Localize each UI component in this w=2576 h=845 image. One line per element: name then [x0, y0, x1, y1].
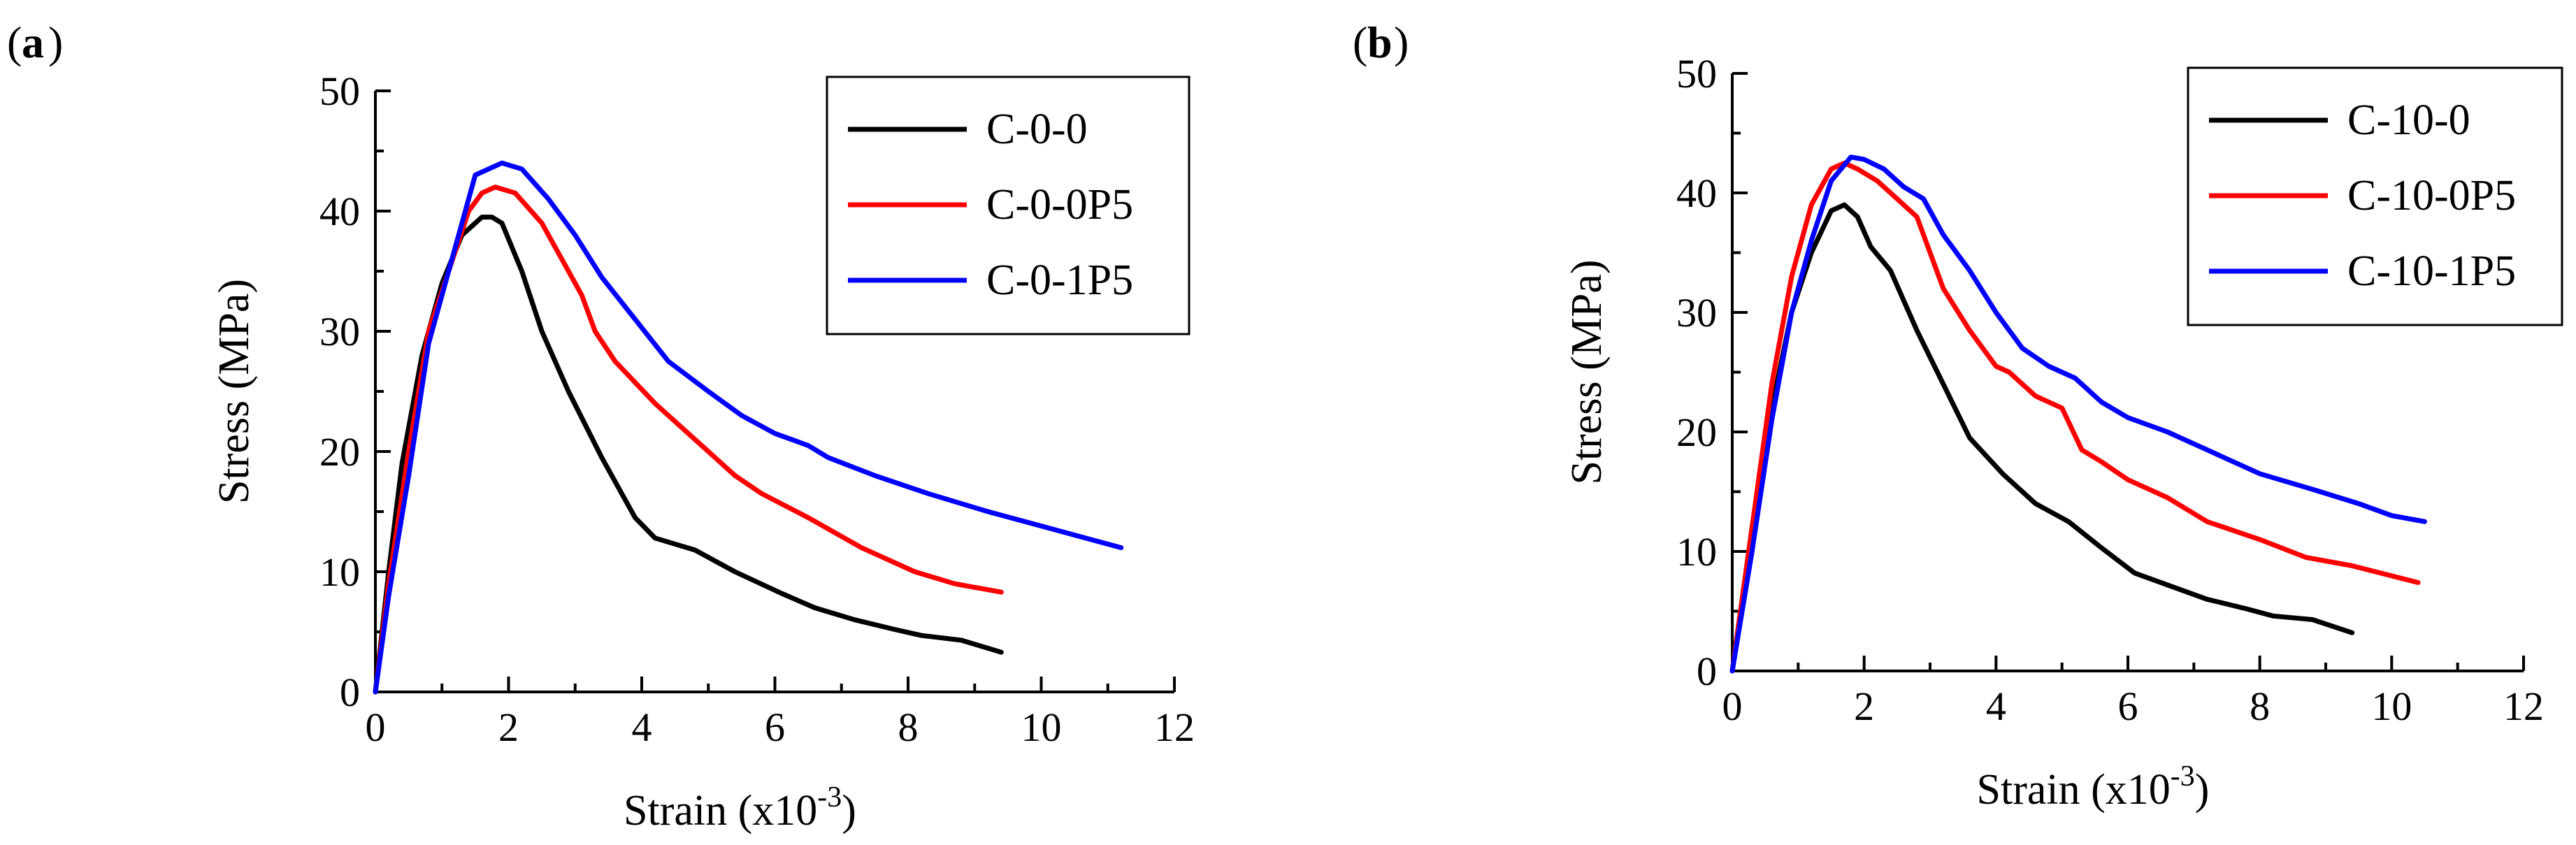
x-axis-title-suffix: ) [2195, 766, 2210, 814]
panel-a-label-open: ( [7, 17, 22, 67]
x-axis-title-main: Strain (x10 [624, 787, 817, 835]
series-line-C-10-1P5 [1729, 154, 2427, 674]
panel-b: ( b ) 0 10 20 30 40 50 0 2 4 6 8 10 12 Stress (MPa) St… [1353, 17, 2563, 814]
legend-label-C-0-1P5: C-0-1P5 [986, 257, 1133, 304]
x-axis-title-exponent: -3 [2171, 760, 2195, 793]
y-tick-label: 30 [1676, 290, 1717, 335]
x-axis-title-exponent: -3 [817, 781, 842, 814]
legend: C-10-0 C-10-0P5 C-10-1P5 [2187, 66, 2563, 326]
x-tick-label: 4 [1986, 684, 2006, 729]
x-tick-label: 6 [2118, 684, 2138, 729]
axes-a: 0 10 20 30 40 50 0 2 4 6 8 10 12 Stress (MPa) Strain (… [210, 68, 1195, 835]
y-tick-label: 40 [319, 189, 360, 234]
x-tick-label: 4 [632, 705, 652, 750]
x-tick-label: 6 [765, 705, 785, 750]
y-axis-title: Stress (MPa) [210, 279, 258, 504]
panel-a: ( a ) 0 10 20 30 40 50 0 2 4 6 8 10 12 Stress (MPa) St… [7, 17, 1195, 835]
panel-b-label-open: ( [1353, 17, 1367, 67]
x-tick-label: 0 [366, 705, 386, 750]
x-tick-label: 8 [898, 705, 919, 750]
x-tick-label: 12 [2503, 684, 2544, 729]
panel-a-label: a [22, 17, 44, 67]
legend: C-0-0 C-0-0P5 C-0-1P5 [826, 75, 1190, 335]
axes-b: 0 10 20 30 40 50 0 2 4 6 8 10 12 Stress (MPa) Strain (… [1563, 51, 2563, 814]
y-tick-label: 30 [319, 309, 360, 354]
y-tick-label: 0 [340, 670, 360, 715]
legend-label-C-0-0: C-0-0 [986, 106, 1088, 153]
x-tick-label: 2 [498, 705, 519, 750]
legend-label-C-0-0P5: C-0-0P5 [986, 181, 1133, 229]
panel-b-label: b [1367, 17, 1393, 67]
series-line-C-0-1P5 [373, 160, 1124, 695]
legend-label-C-10-0P5: C-10-0P5 [2347, 172, 2516, 219]
y-tick-label: 20 [319, 429, 360, 475]
x-axis-title-suffix: ) [842, 787, 856, 835]
y-axis-title: Stress (MPa) [1563, 259, 1611, 484]
x-tick-label: 10 [1021, 705, 1062, 750]
x-tick-label: 8 [2250, 684, 2270, 729]
x-tick-label: 10 [2371, 684, 2412, 729]
series-line-C-10-0P5 [1729, 160, 2421, 674]
y-tick-label: 10 [1676, 529, 1717, 575]
legend-label-C-10-0: C-10-0 [2347, 96, 2470, 144]
panel-a-label-close: ) [48, 17, 63, 67]
legend-label-C-10-1P5: C-10-1P5 [2347, 247, 2516, 295]
y-tick-label: 0 [1697, 649, 1717, 694]
y-tick-label: 20 [1676, 410, 1717, 455]
x-axis-title: Strain (x10-3) [624, 781, 856, 835]
x-tick-label: 2 [1854, 684, 1874, 729]
x-axis-title-main: Strain (x10 [1977, 766, 2171, 814]
x-tick-label: 0 [1722, 684, 1743, 729]
x-axis-title: Strain (x10-3) [1977, 760, 2210, 814]
series-line-C-10-0 [1729, 202, 2355, 674]
y-tick-label: 50 [319, 68, 360, 114]
y-tick-label: 10 [319, 549, 360, 595]
y-tick-label: 50 [1676, 51, 1717, 96]
y-tick-label: 40 [1676, 171, 1717, 216]
x-tick-label: 12 [1154, 705, 1195, 750]
panel-b-label-close: ) [1394, 17, 1409, 67]
